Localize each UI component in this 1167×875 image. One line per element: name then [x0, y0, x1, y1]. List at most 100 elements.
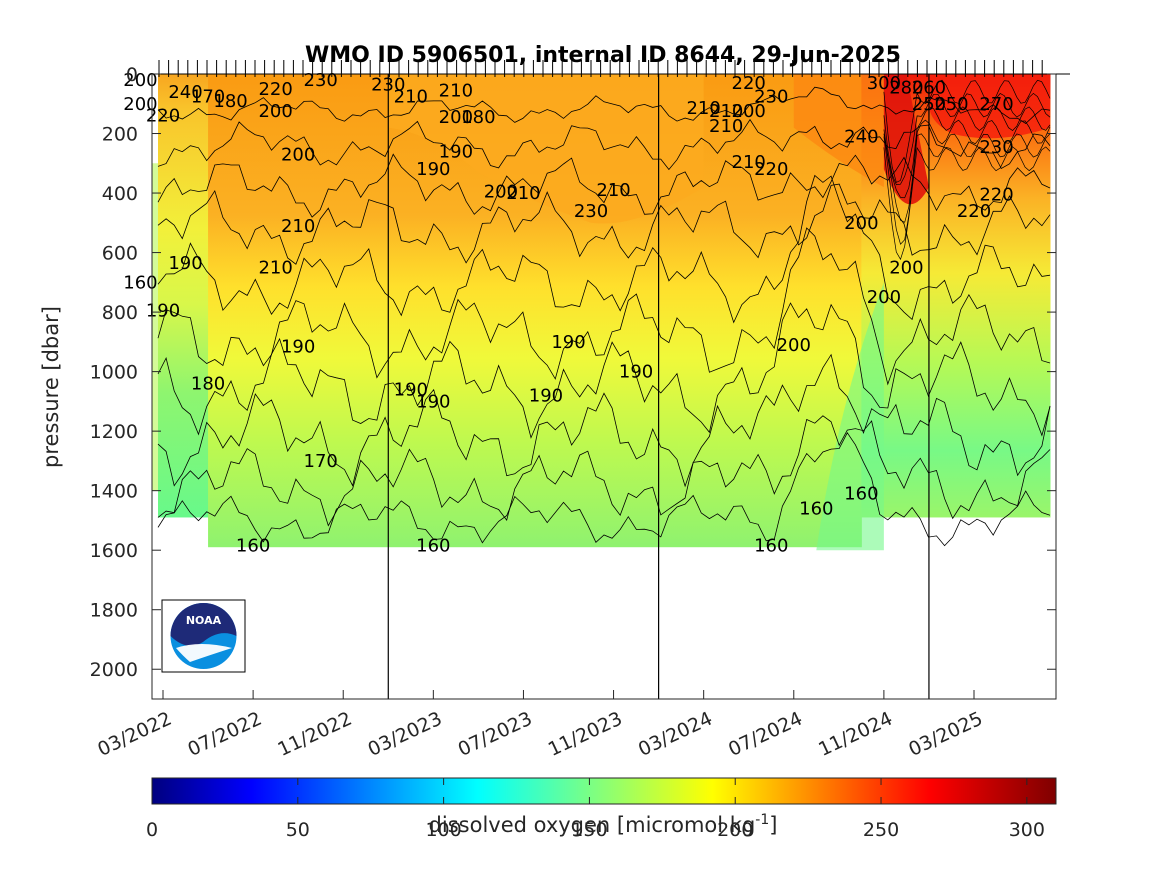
contour-label: 190 — [551, 332, 585, 353]
contour-label: 210 — [709, 116, 743, 137]
y-tick-label: 200 — [102, 124, 138, 146]
x-tick-label: 03/2025 — [905, 708, 986, 761]
y-tick-label: 1000 — [90, 362, 138, 384]
contour-label: 190 — [619, 362, 653, 383]
contour-label: 300 — [867, 73, 901, 94]
colorbar-tick-label: 50 — [286, 819, 310, 841]
contour-label: 210 — [596, 180, 630, 201]
contour-line-dense-3 — [883, 106, 1051, 199]
y-tick-label: 2000 — [90, 659, 138, 681]
contour-label: 160 — [236, 536, 270, 557]
contour-label: 220 — [732, 73, 766, 94]
contour-line-1 — [157, 86, 1051, 125]
x-tick-label: 03/2022 — [94, 708, 175, 761]
contour-line-dense-6 — [883, 146, 1051, 261]
year-boundary-lines — [387, 74, 930, 699]
contour-label: 180 — [461, 107, 495, 128]
contour-label: 200 — [123, 94, 157, 115]
contour-label: 180 — [213, 91, 247, 112]
contour-label: 240 — [168, 82, 202, 103]
contour-label: 200 — [281, 144, 315, 165]
contour-label: 220 — [258, 79, 292, 100]
contour-label: 200 — [123, 70, 157, 91]
colorbar-tick-label: 300 — [1009, 819, 1045, 841]
contour-label: 230 — [574, 201, 608, 222]
contour-label: 250 — [912, 94, 946, 115]
noaa-logo: NOAA — [161, 599, 246, 673]
contour-label: 200 — [844, 213, 878, 234]
contour-label: 210 — [394, 86, 428, 107]
contour-line-9 — [157, 415, 1051, 527]
contour-label: 190 — [529, 385, 563, 406]
contour-label: 190 — [281, 336, 315, 357]
x-tick-label: 11/2022 — [274, 708, 355, 761]
contour-label: 190 — [416, 159, 450, 180]
field-period-1 — [158, 74, 209, 518]
contour-label: 160 — [754, 536, 788, 557]
colorbar: 0 50 100 150 200 250 300 dissolved oxygen [mic… — [146, 777, 1057, 841]
colorbar-tick-label: 150 — [571, 819, 607, 841]
contour-label: 170 — [304, 451, 338, 472]
contour-line-dense-5 — [883, 133, 1051, 245]
y-tick-label: 1400 — [90, 481, 138, 503]
contour-line-8 — [157, 353, 1051, 488]
contour-label: 210 — [709, 101, 743, 122]
colorbar-tick-label: 200 — [717, 819, 753, 841]
contour-label: 210 — [732, 152, 766, 173]
contour-label: 160 — [123, 272, 157, 293]
contour-label: 240 — [844, 127, 878, 148]
x-tick-label: 03/2024 — [635, 708, 716, 761]
contour-label: 160 — [799, 499, 833, 520]
contour-label: 210 — [686, 98, 720, 119]
contour-line-3 — [157, 153, 1051, 218]
contour-label: 220 — [754, 159, 788, 180]
contour-label: 190 — [439, 141, 473, 162]
x-tick-label: 07/2024 — [725, 708, 806, 761]
contour-label: 200 — [732, 101, 766, 122]
contour-line-6 — [157, 227, 1051, 386]
contour-label: 250 — [934, 94, 968, 115]
contour-label: 230 — [371, 74, 405, 95]
y-tick-label: 1200 — [90, 421, 138, 443]
logo-text: NOAA — [186, 614, 222, 627]
contour-line-dense-2 — [883, 92, 1051, 186]
contour-label: 200 — [258, 101, 292, 122]
contour-label: 190 — [168, 253, 202, 274]
x-tick-label: 07/2023 — [455, 708, 536, 761]
contour-label: 280 — [889, 77, 923, 98]
field-patch-2022 — [152, 163, 158, 491]
contour-label: 160 — [844, 484, 878, 505]
contour-line-2 — [157, 118, 1051, 171]
colorbar-tick-label: 100 — [425, 819, 461, 841]
contour-label: 230 — [754, 86, 788, 107]
contour-label: 260 — [912, 77, 946, 98]
contour-line-5 — [157, 174, 1051, 324]
contour-label: 220 — [957, 201, 991, 222]
field-patch-green-2024 — [816, 282, 884, 551]
y-tick-label: 1600 — [90, 540, 138, 562]
contour-label: 210 — [258, 257, 292, 278]
x-tick-label: 11/2024 — [815, 708, 896, 761]
contour-label: 190 — [146, 301, 180, 322]
contour-line-dense-1 — [883, 79, 1051, 183]
contour-label: 230 — [979, 137, 1013, 158]
contour-label: 210 — [439, 80, 473, 101]
contour-label: 230 — [304, 70, 338, 91]
x-tick-label: 03/2023 — [365, 708, 446, 761]
colorbar-tick-label: 0 — [146, 819, 158, 841]
profile-tick-marks — [152, 60, 1070, 77]
contour-line-7 — [157, 302, 1051, 439]
contour-label: 220 — [979, 185, 1013, 206]
field-patch-red-2025 — [928, 74, 1050, 139]
contour-label: 190 — [416, 391, 450, 412]
contour-line-dense-4 — [883, 119, 1051, 223]
contour-label: 200 — [867, 287, 901, 308]
y-tick-label: 400 — [102, 183, 138, 205]
contour-label: 220 — [146, 106, 180, 127]
y-tick-label: 800 — [102, 302, 138, 324]
x-tick-label: 07/2022 — [184, 708, 265, 761]
contour-label: 170 — [191, 86, 225, 107]
